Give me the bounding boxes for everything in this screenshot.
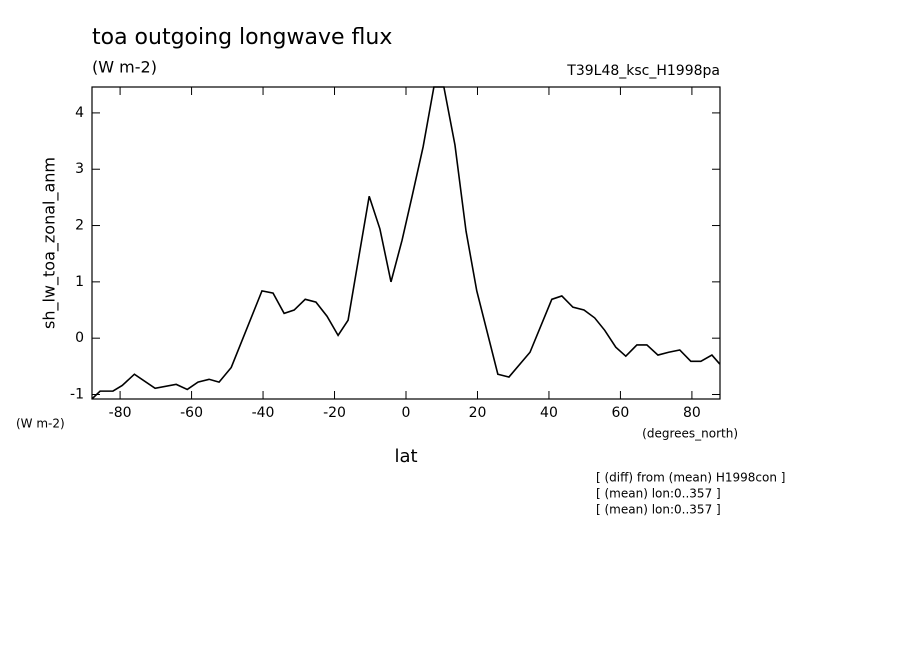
x-tick-label: 80 xyxy=(683,405,701,421)
y-tick-label: 1 xyxy=(75,274,84,290)
chart-title: toa outgoing longwave flux xyxy=(92,25,392,50)
note: [ (mean) lon:0..357 ] xyxy=(596,487,721,501)
data-line xyxy=(91,86,721,400)
y-tick-label: 4 xyxy=(75,105,84,121)
x-tick-label: -20 xyxy=(323,405,346,421)
x-tick-label: -60 xyxy=(180,405,203,421)
y-tick-label: 3 xyxy=(75,161,84,177)
y-tick-label: 0 xyxy=(75,330,84,346)
y-tick-label: 2 xyxy=(75,218,84,234)
note: [ (mean) lon:0..357 ] xyxy=(596,503,721,517)
chart-subtitle: (W m-2) xyxy=(92,58,157,77)
plot-frame xyxy=(91,86,721,400)
x-tick-label: 0 xyxy=(402,405,411,421)
x-axis-label: lat xyxy=(394,446,417,467)
dataset-label: T39L48_ksc_H1998pa xyxy=(566,63,720,79)
x-tick-label: -80 xyxy=(109,405,132,421)
note: [ (diff) from (mean) H1998con ] xyxy=(596,471,785,485)
y-units: (W m-2) xyxy=(16,417,65,431)
x-units: (degrees_north) xyxy=(642,427,738,441)
x-tick-label: 60 xyxy=(612,405,630,421)
x-tick-label: 20 xyxy=(469,405,487,421)
y-axis-label: sh_lw_toa_zonal_anm xyxy=(40,157,60,329)
x-tick-label: -40 xyxy=(252,405,275,421)
x-tick-label: 40 xyxy=(540,405,558,421)
y-tick-label: -1 xyxy=(70,386,84,402)
